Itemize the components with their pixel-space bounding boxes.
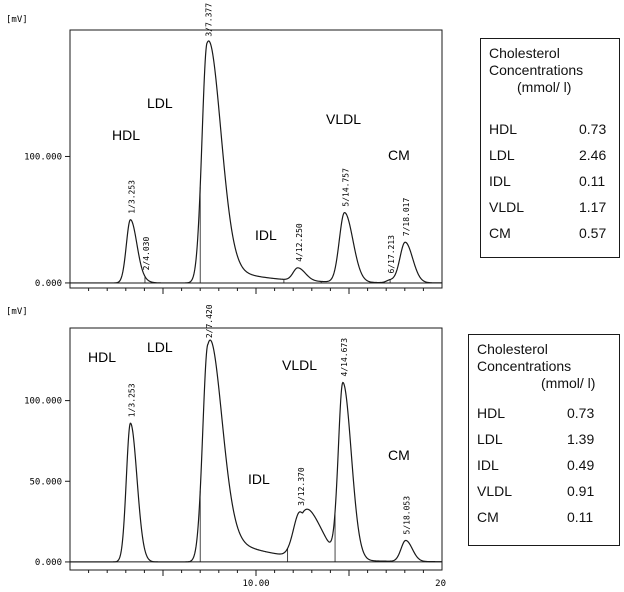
concentration-unit: (mmol/ l) xyxy=(517,79,572,95)
conc-row-idl: IDL 0.49 xyxy=(477,457,611,481)
title-line-1: Cholesterol xyxy=(477,341,548,357)
conc-row-cm: CM 0.11 xyxy=(477,509,611,533)
x-tick-label: 10.00 xyxy=(242,579,269,589)
conc-name: LDL xyxy=(489,147,515,163)
y-tick-label: 0.000 xyxy=(35,558,62,568)
conc-row-cm: CM 0.57 xyxy=(489,225,611,249)
drop-lines xyxy=(199,491,393,562)
conc-value: 1.39 xyxy=(567,431,595,447)
peak-label: 2/7.420 xyxy=(205,304,214,338)
conc-name: CM xyxy=(477,509,499,525)
peak-label: 1/3.253 xyxy=(127,383,136,417)
unit-label: [mV] xyxy=(6,307,28,317)
title-line-1: Cholesterol xyxy=(489,45,560,61)
peak-label: 5/18.053 xyxy=(403,496,412,535)
chromatogram-2: [mV] 0.000 50.000 100.000 10.00 20 1/3.253 2/… xyxy=(6,304,446,589)
conc-value: 0.11 xyxy=(579,173,606,189)
lipo-label-ldl: LDL xyxy=(147,339,173,355)
peak-label: 1/3.253 xyxy=(127,180,136,214)
conc-row-hdl: HDL 0.73 xyxy=(489,121,611,145)
conc-value: 0.73 xyxy=(567,405,595,421)
lipo-label-ldl: LDL xyxy=(147,95,173,111)
peak-label: 2/4.030 xyxy=(142,236,151,270)
plot-frame xyxy=(69,327,443,571)
lipo-label-hdl: HDL xyxy=(112,127,140,143)
peak-label: 4/12.250 xyxy=(295,223,304,262)
conc-row-ldl: LDL 1.39 xyxy=(477,431,611,455)
conc-name: HDL xyxy=(477,405,506,421)
y-tick-label: 100.000 xyxy=(24,397,62,407)
conc-value: 0.49 xyxy=(567,457,595,473)
chromatogram-panel-2: [mV] 0.000 50.000 100.000 10.00 20 1/3.253 2/… xyxy=(0,296,624,592)
chromatogram-trace xyxy=(70,339,442,563)
conc-row-vldl: VLDL 1.17 xyxy=(489,199,611,223)
lipo-label-vldl: VLDL xyxy=(282,357,317,373)
peak-label: 6/17.213 xyxy=(387,235,396,274)
conc-value: 0.11 xyxy=(567,509,594,525)
concentration-table: Cholesterol Concentrations (mmol/ l) HDL… xyxy=(468,334,620,546)
conc-name: IDL xyxy=(477,457,499,473)
trace-layer xyxy=(70,40,442,284)
conc-name: IDL xyxy=(489,173,511,189)
lipo-label-hdl: HDL xyxy=(88,349,116,365)
concentration-title: Cholesterol Concentrations (mmol/ l) xyxy=(489,45,583,96)
conc-value: 1.17 xyxy=(579,199,607,215)
y-tick-label: 50.000 xyxy=(29,477,62,487)
conc-row-ldl: LDL 2.46 xyxy=(489,147,611,171)
peak-label: 3/7.377 xyxy=(204,3,213,37)
y-tick-label: 0.000 xyxy=(35,279,62,289)
unit-label: [mV] xyxy=(6,15,28,25)
lipo-label-cm: CM xyxy=(388,447,410,463)
y-tick-label: 100.000 xyxy=(24,152,62,162)
conc-name: CM xyxy=(489,225,511,241)
title-line-2: Concentrations xyxy=(477,358,572,374)
title-line-2: Concentrations xyxy=(489,62,584,78)
peak-label: 3/12.370 xyxy=(297,467,306,506)
conc-value: 2.46 xyxy=(579,147,607,163)
concentration-title: Cholesterol Concentrations (mmol/ l) xyxy=(477,341,595,392)
conc-row-idl: IDL 0.11 xyxy=(489,173,611,197)
x-tick-label: 20 xyxy=(435,579,446,589)
conc-name: VLDL xyxy=(489,199,525,215)
conc-row-vldl: VLDL 0.91 xyxy=(477,483,611,507)
peak-label: 4/14.673 xyxy=(340,338,349,377)
lipo-label-idl: IDL xyxy=(248,471,270,487)
conc-name: LDL xyxy=(477,431,503,447)
chromatogram-trace xyxy=(70,40,442,284)
conc-value: 0.73 xyxy=(579,121,607,137)
concentration-unit: (mmol/ l) xyxy=(541,375,596,391)
peak-labels: 1/3.253 2/7.420 3/12.370 4/14.673 5/18.053 xyxy=(127,304,411,534)
conc-value: 0.57 xyxy=(579,225,607,241)
peak-label: 5/14.757 xyxy=(342,168,351,207)
conc-name: HDL xyxy=(489,121,518,137)
axes-layer: 0.000 50.000 100.000 10.00 20 xyxy=(24,397,446,589)
lipo-label-vldl: VLDL xyxy=(326,111,361,127)
lipo-label-cm: CM xyxy=(388,147,410,163)
conc-value: 0.91 xyxy=(567,483,595,499)
peak-labels: 1/3.253 2/4.030 3/7.377 4/12.250 5/14.757 6/1… xyxy=(127,3,411,274)
peak-label: 7/18.017 xyxy=(402,198,411,237)
conc-row-hdl: HDL 0.73 xyxy=(477,405,611,429)
conc-name: VLDL xyxy=(477,483,513,499)
trace-layer xyxy=(70,339,442,563)
lipo-label-idl: IDL xyxy=(255,227,277,243)
concentration-table: Cholesterol Concentrations (mmol/ l) HDL… xyxy=(480,38,620,258)
